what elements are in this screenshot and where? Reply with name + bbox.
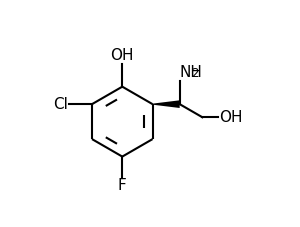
Text: OH: OH [219,110,242,125]
Text: 2: 2 [191,67,199,80]
Text: OH: OH [110,48,134,63]
Text: F: F [118,178,127,193]
Text: Cl: Cl [53,97,68,112]
Polygon shape [153,100,180,108]
Text: NH: NH [180,65,202,80]
